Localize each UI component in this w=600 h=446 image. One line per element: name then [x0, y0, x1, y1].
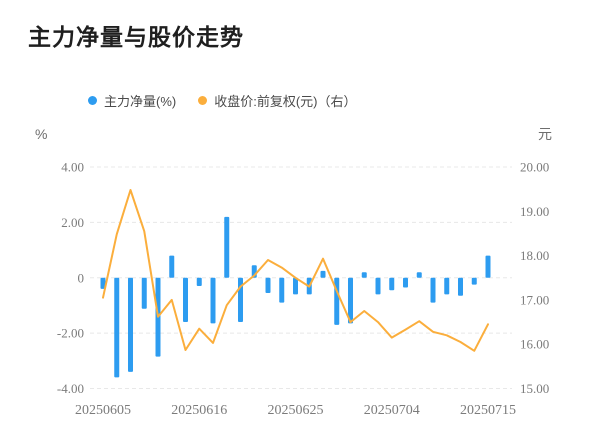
x-axis-tick: 20250704 — [364, 403, 420, 418]
net-volume-bar — [320, 270, 326, 278]
net-volume-bar — [416, 272, 422, 278]
net-volume-bar — [430, 277, 436, 303]
right-axis-tick: 18.00 — [520, 248, 549, 263]
page-title: 主力净量与股价走势 — [28, 24, 244, 50]
legend-item-label: 主力净量(%) — [104, 94, 177, 109]
net-volume-dot-icon — [88, 96, 97, 105]
legend-item-close-price[interactable]: 收盘价:前复权(元)（右） — [198, 91, 357, 110]
net-volume-bar — [196, 277, 202, 287]
left-axis-tick: 0 — [78, 270, 85, 285]
net-volume-bar — [100, 277, 106, 289]
close-price-line — [102, 189, 489, 352]
net-volume-bar — [224, 216, 230, 278]
net-volume-bar — [403, 277, 408, 288]
net-volume-bar — [375, 277, 381, 295]
net-volume-bar — [485, 255, 491, 278]
x-axis-tick: 20250715 — [460, 403, 516, 418]
net-volume-bar — [141, 277, 147, 309]
close-price-dot-icon — [198, 96, 208, 105]
net-volume-bar — [128, 277, 133, 372]
net-volume-bar — [444, 277, 450, 295]
net-volume-bar — [279, 277, 285, 303]
right-axis-tick: 19.00 — [520, 204, 549, 219]
legend-item-net-volume[interactable]: 主力净量(%) — [88, 91, 176, 110]
net-volume-bar — [169, 255, 175, 278]
left-axis-tick: 2.00 — [61, 215, 84, 230]
left-axis-tick: -4.00 — [57, 381, 84, 396]
right-axis-tick: 17.00 — [520, 292, 549, 307]
net-volume-bar — [265, 277, 271, 293]
net-volume-bar — [210, 277, 216, 324]
left-axis-tick: -2.00 — [57, 326, 84, 341]
net-volume-bar — [389, 277, 395, 291]
net-volume-bar — [458, 277, 463, 296]
legend: 主力净量(%) 收盘价:前复权(元)（右） — [88, 91, 357, 110]
right-axis-unit: 元 — [538, 126, 552, 142]
x-axis-tick: 20250625 — [268, 403, 324, 418]
left-axis-unit: % — [35, 126, 47, 142]
net-volume-bar — [348, 277, 353, 324]
x-axis-tick: 20250616 — [171, 403, 227, 418]
legend-item-label: 收盘价:前复权(元)（右） — [214, 94, 357, 109]
right-axis-tick: 15.00 — [520, 381, 549, 396]
net-volume-bar — [183, 277, 188, 323]
right-axis-tick: 16.00 — [520, 337, 549, 352]
net-volume-bar — [471, 277, 477, 285]
x-axis-tick: 20250605 — [75, 403, 131, 418]
right-axis-tick: 20.00 — [520, 160, 549, 175]
left-axis-tick: 4.00 — [61, 160, 84, 175]
net-volume-bar — [293, 277, 298, 295]
net-volume-bar — [114, 277, 120, 378]
net-volume-bar — [361, 272, 367, 278]
